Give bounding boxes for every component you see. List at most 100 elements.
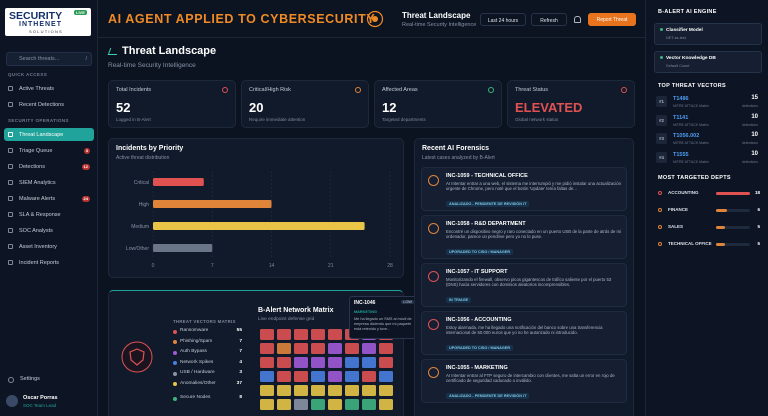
- vector-rank: #1: [656, 96, 667, 107]
- notification-bell[interactable]: [574, 16, 581, 23]
- case-status: UPGRADED TO CISO / MANAGER: [446, 345, 514, 351]
- vector-rank: #3: [656, 133, 667, 144]
- vector-count: 7: [239, 338, 242, 344]
- tooltip-level: LOW: [401, 300, 414, 304]
- nav-section-title: SECURITY OPERATIONS: [8, 118, 69, 123]
- kpi-note: Logged in B-Alert: [116, 117, 151, 122]
- dept-track: [716, 209, 750, 212]
- sidebar: SECURITY INTHENET SOLUTIONS LIVE Search thre…: [0, 0, 98, 416]
- matrix-cell: [260, 343, 274, 354]
- nav-item[interactable]: Recent Detections: [4, 98, 94, 111]
- nav-item[interactable]: Asset Inventory: [4, 240, 94, 253]
- user-name: Oscar Porras: [23, 395, 58, 401]
- nav-item[interactable]: Malware Alerts 24: [4, 192, 94, 205]
- nav-item[interactable]: Incident Reports: [4, 256, 94, 269]
- nav-item[interactable]: Triage Queue 3: [4, 144, 94, 157]
- forensic-case[interactable]: INC-1055 - MARKETING AI Intentar entrar a…: [421, 359, 627, 403]
- chart-panel: Incidents by Priority Active threat distr…: [108, 138, 404, 278]
- vector-count: 55: [236, 328, 242, 333]
- vector-unit: detections: [742, 104, 758, 108]
- dept-bar: [716, 226, 726, 229]
- nav-item[interactable]: Active Threats: [4, 82, 94, 95]
- model-name: Vector Knowledge DB: [666, 56, 716, 61]
- matrix-cell: [294, 371, 308, 382]
- user-role: SOC Team Lead: [23, 403, 57, 408]
- dept-track: [716, 243, 750, 246]
- matrix-panel: THREAT VECTORS MATRIX Ransomware 55 Phishin…: [108, 290, 404, 416]
- top-header: AI AGENT APPLIED TO CYBERSECURITY Threat …: [98, 0, 645, 38]
- case-text: Encontré un dispositivo negro y raro con…: [446, 229, 622, 240]
- header-icon: [366, 10, 384, 28]
- forensic-case[interactable]: INC-1058 - R&D DEPARTMENT Encontré un dis…: [421, 215, 627, 259]
- nav-badge: 3: [83, 147, 90, 154]
- nav-label: Recent Detections: [19, 101, 64, 108]
- vector-rank: #4: [656, 151, 667, 163]
- nav-item[interactable]: Detections 12: [4, 160, 94, 173]
- nav-label: SOC Analysts: [19, 227, 53, 234]
- header-button[interactable]: Refresh: [531, 13, 567, 26]
- search-placeholder: Search threats...: [19, 56, 60, 62]
- dept-bar: [716, 209, 728, 212]
- matrix-title: B-Alert Network Matrix: [258, 307, 334, 314]
- nav-item[interactable]: SLA & Response: [4, 208, 94, 221]
- search-box[interactable]: Search threats... /: [6, 52, 92, 66]
- forensic-case[interactable]: INC-1057 - IT SUPPORT Monitorizando el fi…: [421, 263, 627, 307]
- matrix-cell: [260, 385, 274, 396]
- kpi-label: Affected Areas: [382, 87, 418, 93]
- nav-badge: 12: [81, 163, 90, 170]
- matrix-cell: [379, 385, 393, 396]
- nav-icon: [8, 244, 13, 249]
- case-status: IN TRIAGE: [446, 297, 472, 303]
- kpi-icon: [355, 87, 361, 93]
- matrix-cell: [379, 357, 393, 368]
- settings-link[interactable]: Settings: [20, 376, 40, 382]
- vector-name: Network Spikes: [180, 359, 214, 365]
- dept-count: 5: [757, 224, 760, 229]
- case-title: INC-1058 - R&D DEPARTMENT: [446, 221, 526, 227]
- app-title: AI AGENT APPLIED TO CYBERSECURITY: [108, 12, 376, 26]
- kpi-card panel: Threat Status ELEVATED Global network stat…: [507, 80, 635, 128]
- nav-icon: [8, 196, 13, 201]
- nav-item[interactable]: SIEM Analytics: [4, 176, 94, 189]
- forensics-subtitle: Latest cases analyzed by B-Alert: [422, 155, 495, 161]
- vector-unit: detections: [742, 159, 758, 164]
- y-tick-label: Medium: [131, 224, 149, 230]
- kpi-card panel: Affected Areas 12 Targeted departments: [374, 80, 502, 128]
- nav-label: Malware Alerts: [19, 195, 56, 202]
- page-subtitle: Real-time Security Intelligence: [108, 62, 196, 69]
- chart-title: Incidents by Priority: [116, 145, 184, 152]
- matrix-cell: [260, 371, 274, 382]
- vector-detections: 10: [751, 150, 758, 157]
- forensic-case[interactable]: INC-1059 - TECHNICAL OFFICE AI Intentar e…: [421, 167, 627, 211]
- logo-name: SECURITY: [9, 10, 63, 22]
- logo-tag: SOLUTIONS: [29, 29, 63, 34]
- vector-id: T1141: [673, 114, 689, 121]
- vector-count: 4: [239, 359, 242, 365]
- nav-item[interactable]: Threat Landscape: [4, 128, 94, 141]
- header-button[interactable]: Last 24 hours: [480, 13, 526, 26]
- vector-dot: [173, 350, 177, 355]
- case-icon: [428, 367, 439, 378]
- nav-icon: [8, 86, 13, 91]
- dept-name: SALES: [668, 224, 684, 229]
- vector-id: T1486: [673, 96, 689, 102]
- case-text: Estoy alarmada, me ha llegado una notifi…: [446, 325, 603, 336]
- header-button[interactable]: Report Threat: [588, 13, 636, 26]
- nav-icon: [8, 102, 13, 107]
- matrix-cell: [379, 399, 393, 410]
- vector-unit: detections: [742, 122, 758, 127]
- matrix-cell: [294, 343, 308, 354]
- matrix-cell: [379, 371, 393, 382]
- vector-dot: [173, 396, 177, 401]
- forensic-case[interactable]: INC-1056 - ACCOUNTING Estoy alarmada, me …: [421, 311, 627, 355]
- bar: [153, 200, 272, 208]
- matrix-cell: [362, 385, 376, 396]
- nav-item[interactable]: SOC Analysts: [4, 224, 94, 237]
- matrix-cell: [277, 329, 291, 340]
- kpi-note: Targeted departments: [382, 117, 426, 122]
- vector-detections: 10: [751, 132, 758, 138]
- case-status: UPGRADED TO CISO / MANAGER: [446, 249, 514, 255]
- matrix-cell: [328, 329, 342, 340]
- chart-subtitle: Active threat distribution: [116, 155, 170, 161]
- dept-count: 6: [757, 207, 760, 212]
